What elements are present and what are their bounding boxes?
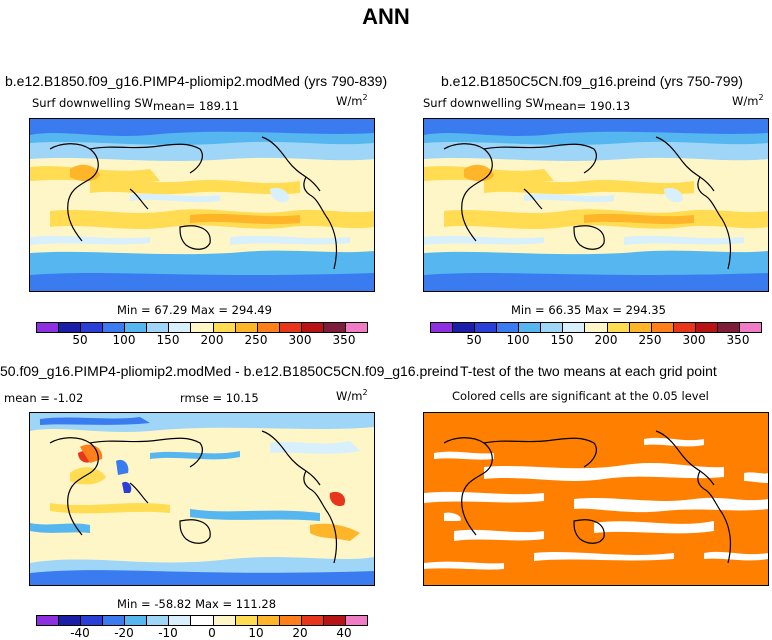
colorbar-swatch xyxy=(475,323,498,332)
panel3-stats: Min = -58.82 Max = 111.28 xyxy=(117,597,277,611)
colorbar-swatch xyxy=(147,616,170,625)
panel1-units: W/m2 xyxy=(336,93,368,108)
panel3-title: 50.f09_g16.PIMP4-pliomip2.modMed - b.e12… xyxy=(0,363,459,379)
panel1-title: b.e12.B1850.f09_g16.PIMP4-pliomip2.modMe… xyxy=(5,73,388,89)
panel2-units: W/m2 xyxy=(732,93,764,108)
colorbar-tick-label: 250 xyxy=(244,333,268,347)
panel3-map xyxy=(29,412,375,586)
colorbar-tick-label: -40 xyxy=(70,626,90,640)
colorbar-tick-label: -10 xyxy=(158,626,178,640)
colorbar-swatch xyxy=(431,323,454,332)
panel3-map-svg xyxy=(30,413,374,585)
colorbar-swatch xyxy=(651,323,674,332)
colorbar-swatch xyxy=(235,616,258,625)
panel3-colorbar-ticks: -40 -20 -10 0 10 20 40 xyxy=(36,626,366,640)
colorbar-swatch xyxy=(739,323,761,332)
colorbar-swatch xyxy=(147,323,170,332)
colorbar-swatch xyxy=(301,616,324,625)
colorbar-tick-label: 250 xyxy=(638,333,662,347)
colorbar-swatch xyxy=(717,323,740,332)
panel1-label: Surf downwelling SWmean= 189.11 xyxy=(32,96,240,113)
panel4-subtitle: Colored cells are significant at the 0.0… xyxy=(452,389,709,403)
colorbar-tick-label: 200 xyxy=(594,333,618,347)
panel2-stats: Min = 66.35 Max = 294.35 xyxy=(511,303,666,317)
colorbar-tick-label: 50 xyxy=(72,333,88,347)
colorbar-tick-label: 350 xyxy=(726,333,750,347)
colorbar-tick-label: 350 xyxy=(332,333,356,347)
colorbar-swatch xyxy=(169,323,192,332)
colorbar-tick-label: 100 xyxy=(506,333,530,347)
colorbar-swatch xyxy=(169,616,192,625)
panel2-label: Surf downwelling SWmean= 190.13 xyxy=(423,96,631,113)
colorbar-swatch xyxy=(257,616,280,625)
panel4-map xyxy=(423,412,769,586)
colorbar-swatch xyxy=(279,323,302,332)
colorbar-swatch xyxy=(629,323,652,332)
colorbar-swatch xyxy=(103,323,126,332)
colorbar-swatch xyxy=(103,616,126,625)
colorbar-swatch xyxy=(257,323,280,332)
colorbar-swatch xyxy=(323,616,346,625)
colorbar-swatch xyxy=(323,323,346,332)
colorbar-swatch xyxy=(345,616,367,625)
colorbar-tick-label: 10 xyxy=(248,626,264,640)
colorbar-swatch xyxy=(541,323,564,332)
colorbar-tick-label: 100 xyxy=(112,333,136,347)
colorbar-swatch xyxy=(125,616,148,625)
panel4-map-svg xyxy=(424,413,768,585)
panel4-title: T-test of the two means at each grid poi… xyxy=(460,363,717,379)
colorbar-swatch xyxy=(497,323,520,332)
panel2-title: b.e12.B1850C5CN.f09_g16.preind (yrs 750-… xyxy=(441,73,743,89)
colorbar-swatch xyxy=(673,323,696,332)
colorbar-swatch xyxy=(585,323,608,332)
colorbar-swatch xyxy=(453,323,476,332)
colorbar-swatch xyxy=(37,323,60,332)
colorbar-tick-label: 150 xyxy=(156,333,180,347)
colorbar-swatch xyxy=(695,323,718,332)
colorbar-swatch xyxy=(59,323,82,332)
figure-title: ANN xyxy=(362,4,410,29)
colorbar-swatch xyxy=(191,323,214,332)
colorbar-swatch xyxy=(59,616,82,625)
colorbar-swatch xyxy=(81,323,104,332)
panel1-colorbar xyxy=(36,322,368,333)
panel3-units: W/m2 xyxy=(336,388,368,403)
panel2-map-svg xyxy=(424,119,768,291)
panel2-colorbar-ticks: 50 100 150 200 250 300 350 xyxy=(430,333,760,347)
panel3-mean: mean = -1.02 xyxy=(4,391,84,405)
colorbar-swatch xyxy=(563,323,586,332)
colorbar-swatch xyxy=(81,616,104,625)
panel3-rmse: rmse = 10.15 xyxy=(180,391,259,405)
colorbar-swatch xyxy=(301,323,324,332)
panel1-map-svg xyxy=(30,119,374,291)
colorbar-swatch xyxy=(607,323,630,332)
colorbar-swatch xyxy=(191,616,214,625)
colorbar-tick-label: 50 xyxy=(466,333,482,347)
colorbar-tick-label: 150 xyxy=(550,333,574,347)
panel2-colorbar xyxy=(430,322,762,333)
colorbar-swatch xyxy=(235,323,258,332)
colorbar-swatch xyxy=(213,616,236,625)
colorbar-swatch xyxy=(37,616,60,625)
colorbar-swatch xyxy=(519,323,542,332)
panel1-map xyxy=(29,118,375,292)
panel3-colorbar xyxy=(36,615,368,626)
colorbar-tick-label: -20 xyxy=(114,626,134,640)
colorbar-tick-label: 20 xyxy=(292,626,308,640)
panel1-stats: Min = 67.29 Max = 294.49 xyxy=(117,303,272,317)
colorbar-tick-label: 300 xyxy=(682,333,706,347)
colorbar-swatch xyxy=(213,323,236,332)
colorbar-tick-label: 40 xyxy=(336,626,352,640)
panel1-colorbar-ticks: 50 100 150 200 250 300 350 xyxy=(36,333,366,347)
colorbar-tick-label: 200 xyxy=(200,333,224,347)
colorbar-swatch xyxy=(345,323,367,332)
colorbar-swatch xyxy=(279,616,302,625)
panel2-map xyxy=(423,118,769,292)
colorbar-tick-label: 0 xyxy=(208,626,216,640)
colorbar-tick-label: 300 xyxy=(288,333,312,347)
colorbar-swatch xyxy=(125,323,148,332)
